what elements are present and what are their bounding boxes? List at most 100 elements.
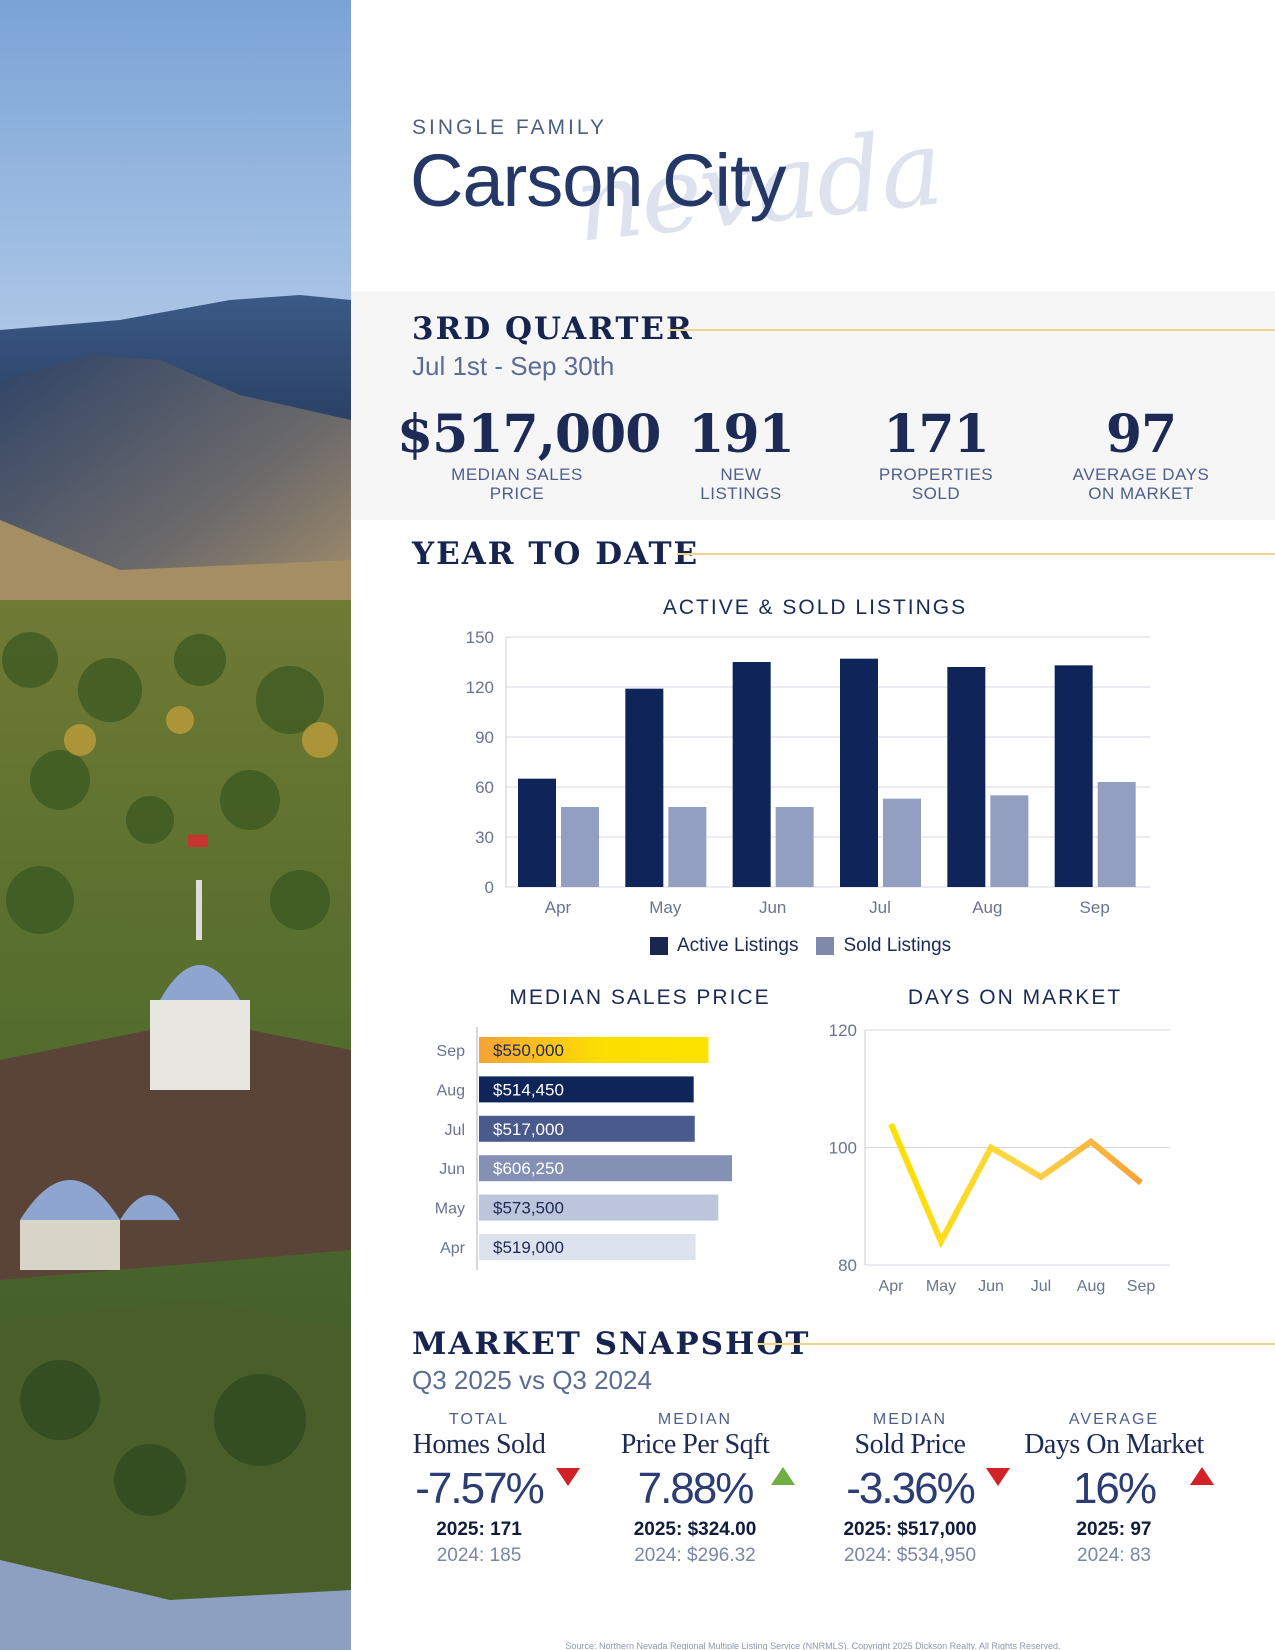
y-tick-label: Sep	[437, 1043, 466, 1060]
snapshot-percent: 16%	[1072, 1464, 1157, 1513]
city-title: Carson City	[410, 139, 787, 222]
x-tick-label: Jul	[1031, 1278, 1051, 1295]
ytd-title: YEAR TO DATE	[412, 536, 700, 572]
stat-value: 97	[1105, 404, 1177, 465]
x-tick-label: Jun	[759, 898, 786, 917]
active-listings-bar	[947, 667, 986, 887]
stat-value: $517,000	[397, 404, 661, 465]
sold-listings-bar	[1097, 782, 1136, 887]
price-bar	[479, 1037, 709, 1063]
listings-bar-chart: 0 30 60 90 120 150 Apr May Jun Jul Aug Sep	[466, 628, 1150, 917]
snapshot-prefix: MEDIAN	[872, 1411, 948, 1428]
snapshot-prefix: MEDIAN	[657, 1411, 733, 1428]
sold-listings-bar	[990, 795, 1029, 887]
x-tick-label: Apr	[879, 1278, 905, 1295]
trend-down-icon	[986, 1468, 1010, 1486]
snapshot-homes-sold: TOTAL Homes Sold -7.57% 2025: 171 2024: …	[379, 1411, 579, 1569]
snapshot-price-per-sqft: MEDIAN Price Per Sqft 7.88% 2025: $324.0…	[595, 1411, 795, 1569]
stat-label: PROPERTIES	[878, 465, 994, 484]
price-bar-label: $550,000	[493, 1041, 564, 1060]
snapshot-prefix: AVERAGE	[1068, 1411, 1160, 1428]
price-bar-label: $517,000	[493, 1120, 564, 1139]
price-bar-label: $606,250	[493, 1159, 564, 1178]
active-listings-bar	[625, 688, 664, 887]
price-bar-label: $573,500	[493, 1199, 564, 1218]
active-listings-bar	[1054, 665, 1093, 887]
snapshot-percent: -7.57%	[415, 1464, 544, 1513]
x-tick-label: Jul	[869, 898, 891, 917]
y-tick-label: 0	[485, 878, 494, 897]
source-footer: Source: Northern Nevada Regional Multipl…	[565, 1641, 1061, 1650]
snapshot-2025-value: 2025: 171	[436, 1519, 522, 1540]
x-tick-label: Sep	[1080, 898, 1110, 917]
y-tick-label: May	[435, 1201, 465, 1218]
snapshot-2025-value: 2025: $517,000	[843, 1519, 977, 1540]
stat-new-listings: 191 NEW LISTINGS	[641, 404, 841, 504]
x-tick-label: Aug	[1077, 1278, 1105, 1295]
legend-swatch-sold	[816, 937, 835, 955]
snapshot-heading: Price Per Sqft	[620, 1429, 770, 1460]
y-tick-label: Apr	[440, 1240, 466, 1257]
y-tick-label: Jun	[439, 1161, 465, 1178]
x-tick-label: Aug	[972, 898, 1002, 917]
stat-properties-sold: 171 PROPERTIES SOLD	[836, 405, 1036, 504]
ytd-title-rule	[677, 553, 1275, 555]
stat-label: NEW	[720, 465, 762, 484]
snapshot-2025-value: 2025: 97	[1076, 1519, 1152, 1540]
legend-item-sold: Sold Listings	[816, 935, 951, 957]
snapshot-subtitle: Q3 2025 vs Q3 2024	[412, 1365, 652, 1395]
x-tick-label: Apr	[545, 898, 572, 917]
snapshot-percent: 7.88%	[637, 1464, 755, 1513]
quarter-title: 3RD QUARTER	[412, 311, 694, 347]
y-tick-label: 100	[829, 1139, 857, 1158]
x-tick-label: May	[649, 898, 682, 917]
listings-legend: Active Listings Sold Listings	[650, 935, 951, 957]
y-tick-label: 80	[838, 1256, 857, 1275]
y-tick-label: 90	[475, 728, 494, 747]
listings-chart-title: ACTIVE & SOLD LISTINGS	[662, 596, 968, 619]
snapshot-2024-value: 2024: 83	[1077, 1545, 1151, 1566]
trend-down-icon	[556, 1468, 580, 1486]
price-bar	[479, 1234, 696, 1260]
stat-label: ON MARKET	[1088, 484, 1194, 503]
snapshot-days-on-market: AVERAGE Days On Market 16% 2025: 97 2024…	[1014, 1411, 1214, 1569]
dom-chart-title: DAYS ON MARKET	[907, 986, 1123, 1009]
sold-listings-bar	[775, 807, 814, 887]
legend-item-active: Active Listings	[650, 935, 798, 957]
snapshot-heading: Homes Sold	[412, 1429, 546, 1460]
price-bar	[479, 1155, 732, 1182]
price-bar-label: $514,450	[493, 1080, 564, 1099]
days-on-market-line-chart: 80 100 120 Apr May Jun Jul Aug Sep	[829, 1021, 1170, 1295]
median-price-chart-title: MEDIAN SALES PRICE	[509, 986, 771, 1009]
y-tick-label: 120	[466, 678, 494, 697]
price-bar	[479, 1115, 695, 1142]
stat-average-days-on-market: 97 AVERAGE DAYS ON MARKET	[1041, 404, 1241, 504]
sold-listings-bar	[883, 798, 921, 887]
stat-label: MEDIAN SALES	[451, 465, 583, 484]
quarter-date-range: Jul 1st - Sep 30th	[412, 351, 615, 381]
stat-label: AVERAGE DAYS	[1072, 465, 1210, 484]
snapshot-title-rule	[758, 1343, 1275, 1345]
y-tick-label: Aug	[437, 1082, 465, 1099]
snapshot-prefix: TOTAL	[448, 1411, 510, 1428]
stat-value: 191	[688, 404, 795, 465]
snapshot-sold-price: MEDIAN Sold Price -3.36% 2025: $517,000 …	[810, 1411, 1010, 1569]
trend-up-icon	[771, 1467, 795, 1485]
price-bar-label: $519,000	[493, 1238, 564, 1257]
stat-median-sales-price: $517,000 MEDIAN SALES PRICE	[397, 404, 661, 504]
y-tick-label: 150	[466, 628, 494, 647]
trend-up-icon	[1190, 1467, 1214, 1485]
stat-label: SOLD	[911, 484, 961, 503]
city-aerial-photo	[0, 0, 351, 1650]
sold-listings-bar	[561, 807, 599, 887]
x-tick-label: Sep	[1127, 1278, 1156, 1295]
quarter-title-rule	[668, 329, 1275, 331]
x-tick-label: May	[926, 1278, 956, 1295]
snapshot-percent: -3.36%	[846, 1464, 975, 1513]
legend-label: Active Listings	[677, 935, 799, 956]
legend-swatch-active	[650, 937, 668, 955]
snapshot-title: MARKET SNAPSHOT	[412, 1326, 811, 1362]
snapshot-2024-value: 2024: $296.32	[634, 1545, 756, 1566]
price-bar	[479, 1194, 719, 1221]
sold-listings-bar	[668, 807, 707, 887]
